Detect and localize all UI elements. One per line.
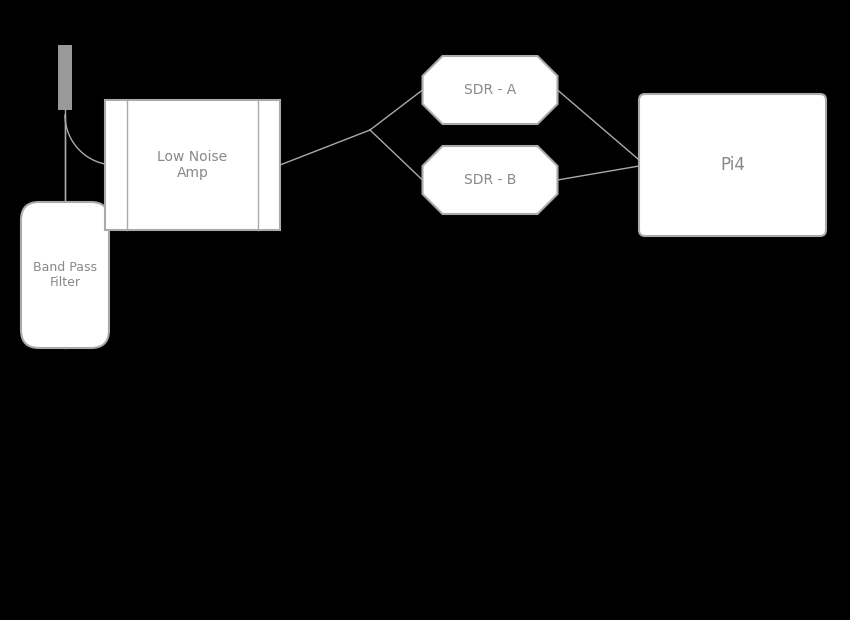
Text: Pi4: Pi4: [720, 156, 745, 174]
Text: Band Pass
Filter: Band Pass Filter: [33, 261, 97, 289]
FancyBboxPatch shape: [639, 94, 826, 236]
Bar: [105, 100, 280, 230]
FancyBboxPatch shape: [21, 202, 109, 348]
Polygon shape: [422, 146, 558, 214]
Polygon shape: [422, 56, 558, 124]
Text: SDR - A: SDR - A: [464, 83, 516, 97]
Bar: [58, 45, 72, 110]
Text: SDR - B: SDR - B: [464, 173, 516, 187]
Text: Low Noise
Amp: Low Noise Amp: [157, 150, 228, 180]
